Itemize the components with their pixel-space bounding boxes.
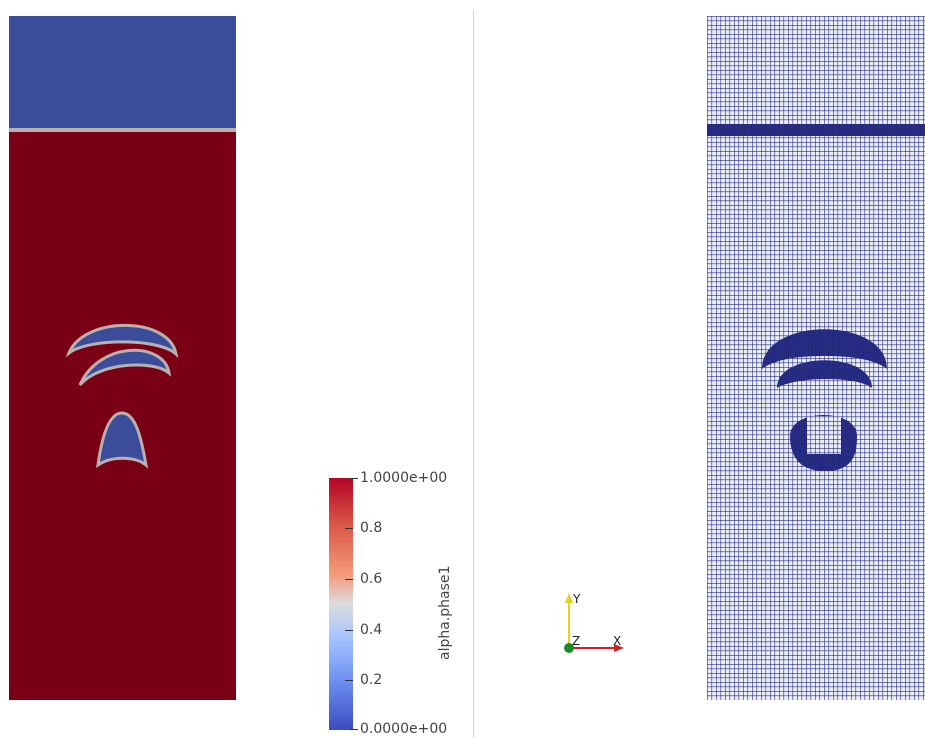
legend-tick-04 [345, 630, 353, 631]
legend-tick-min [350, 729, 358, 730]
legend-min-label: 0.0000e+00 [360, 721, 448, 737]
mesh-view[interactable] [707, 16, 925, 700]
legend-tick-08 [345, 528, 353, 529]
axis-y-label: Y [572, 592, 581, 606]
legend-tick-02 [345, 680, 353, 681]
color-legend-bar [329, 478, 353, 730]
legend-tick-max [350, 478, 358, 479]
legend-tick-label: 0.4 [360, 622, 383, 638]
legend-tick-label: 0.8 [360, 520, 383, 536]
alpha-phase-field-view[interactable] [9, 16, 236, 700]
axis-z-label: Z [572, 634, 580, 648]
view-divider [473, 10, 474, 738]
legend-tick-label: 0.6 [360, 571, 383, 587]
legend-tick-label: 0.2 [360, 672, 383, 688]
xyz-axes-icon[interactable]: Y X Z [545, 585, 635, 665]
legend-max-label: 1.0000e+00 [360, 470, 448, 486]
axis-x-label: X [613, 634, 621, 648]
legend-title: alpha.phase1 [437, 565, 453, 660]
legend-tick-06 [345, 579, 353, 580]
